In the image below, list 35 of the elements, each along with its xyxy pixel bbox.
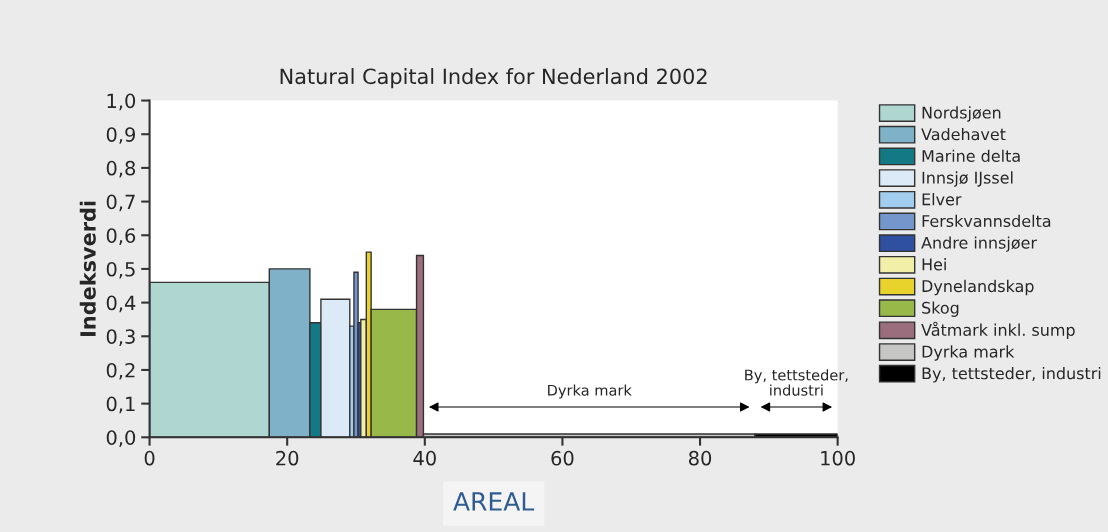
legend-label: Skog [922, 301, 959, 317]
y-tick-label: 0,3 [106, 329, 135, 346]
y-tick-label: 0,7 [106, 194, 135, 212]
legend-label: Andre innsjøer [921, 236, 1037, 252]
legend-label: Dynelandskap [922, 279, 1034, 296]
y-tick-label: 0,6 [106, 228, 136, 245]
chart-title: Natural Capital Index for Nederland 2002 [280, 68, 707, 89]
x-tick-label: 60 [551, 450, 574, 466]
y-tick-label: 0,8 [106, 160, 136, 178]
x-tick-label: 20 [276, 450, 299, 466]
legend-label: By, tettsteder, industri [922, 366, 1101, 383]
legend-label: Våtmark inkl. sump [921, 321, 1075, 340]
x-tick-label: 80 [688, 450, 712, 466]
x-tick-label: 100 [821, 450, 855, 466]
y-tick-label: 0,4 [106, 295, 136, 313]
legend-label: Nordsjøen [922, 106, 1001, 122]
x-axis-title: AREAL [453, 492, 535, 511]
annotation: Dyrka mark [548, 384, 632, 399]
legend-label: Vadehavet [921, 127, 1006, 141]
y-tick-label: 0,1 [106, 396, 135, 414]
y-tick-label: 0,0 [106, 430, 136, 447]
legend-label: Dyrka mark [922, 345, 1015, 361]
legend-label: Innsjø IJssel [922, 171, 1013, 187]
annotation: By, tettsteder, industri [745, 369, 848, 396]
legend-label: Elver [922, 193, 962, 206]
y-tick-label: 1,0 [107, 93, 136, 111]
x-tick-label: 0 [144, 450, 155, 466]
legend-label: Ferskvannsdelta [922, 214, 1051, 228]
y-tick-label: 0,9 [106, 127, 136, 144]
y-tick-label: 0,2 [106, 362, 135, 380]
x-tick-label: 40 [413, 450, 436, 466]
y-tick-label: 0,5 [106, 261, 135, 279]
legend-label: Marine delta [922, 149, 1020, 162]
legend-label: Hei [922, 258, 946, 271]
y-axis-title: Indeksverdi [79, 201, 96, 336]
